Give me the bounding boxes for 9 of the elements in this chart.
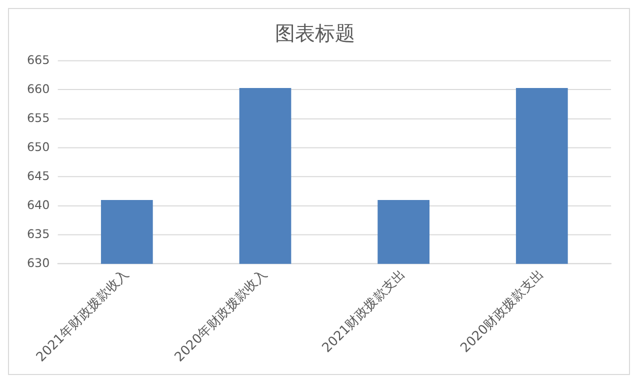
y-tick-label: 640 bbox=[26, 198, 50, 212]
y-tick-label: 665 bbox=[26, 52, 50, 67]
y-tick-label: 635 bbox=[26, 226, 50, 241]
y-tick-label: 650 bbox=[26, 140, 50, 154]
y-tick-label: 660 bbox=[26, 82, 50, 96]
chart-title: 图表标题 bbox=[274, 22, 356, 46]
y-tick-label: 645 bbox=[26, 168, 50, 183]
y-tick-label: 630 bbox=[26, 256, 50, 270]
y-tick-label: 655 bbox=[26, 110, 50, 125]
